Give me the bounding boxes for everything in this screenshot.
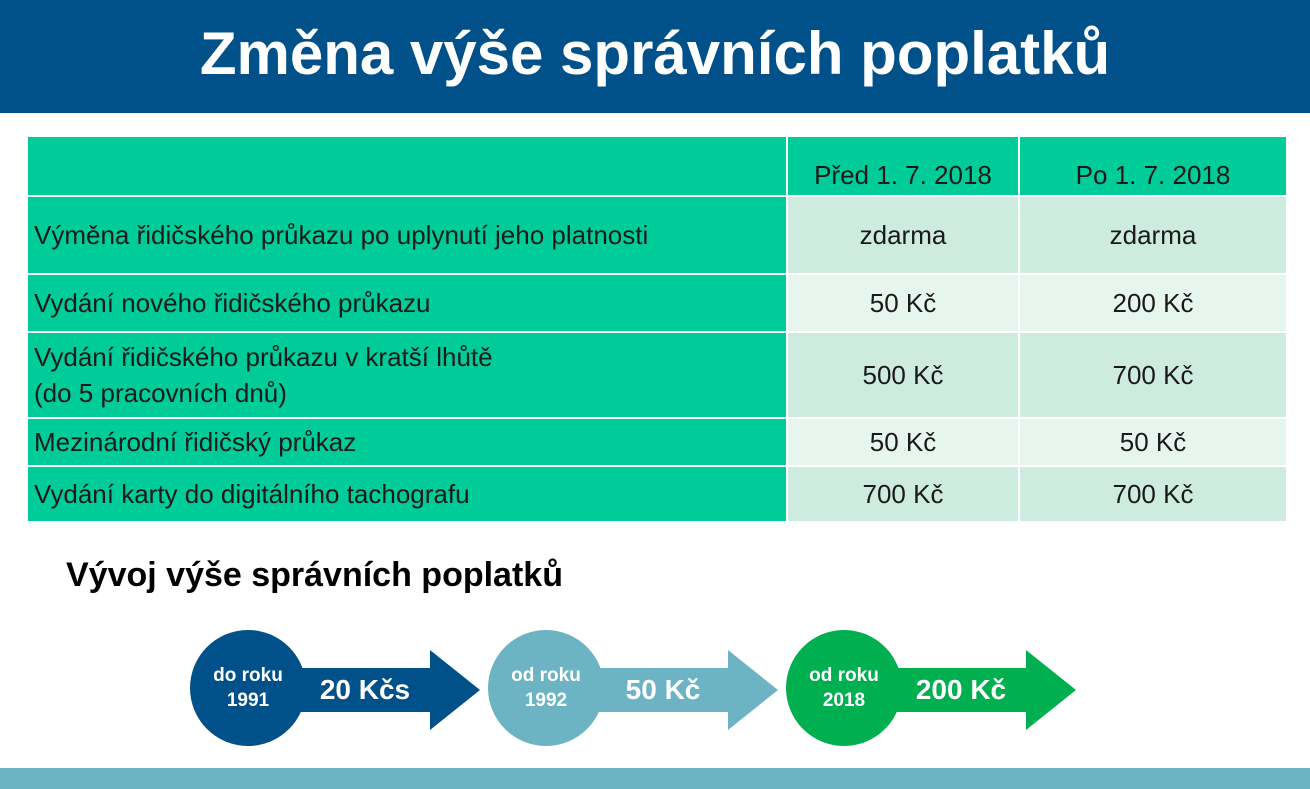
table-row: Vydání řidičského průkazu v kratší lhůtě… xyxy=(26,331,1288,419)
arrow-right-icon xyxy=(548,650,778,730)
fee-value: 50 Kč xyxy=(625,674,701,705)
column-header-after: Po 1. 7. 2018 xyxy=(1018,135,1288,197)
year-value: 1992 xyxy=(524,690,568,711)
fee-after: 700 Kč xyxy=(1018,465,1288,523)
timeline-step-1992: 50 Kč od roku 1992 xyxy=(488,630,778,750)
year-prefix: od roku xyxy=(511,665,581,686)
fee-after: 50 Kč xyxy=(1018,417,1288,467)
fee-table: Před 1. 7. 2018 Po 1. 7. 2018 Výměna řid… xyxy=(26,135,1288,523)
timeline-title: Vývoj výše správních poplatků xyxy=(66,556,563,594)
row-label-text: Výměna řidičského průkazu po uplynutí je… xyxy=(34,220,649,250)
footer-bar xyxy=(0,768,1310,789)
row-label: Vydání nového řidičského průkazu xyxy=(26,273,788,333)
table-header-row: Před 1. 7. 2018 Po 1. 7. 2018 xyxy=(26,135,1288,197)
row-label: Vydání karty do digitálního tachografu xyxy=(26,465,788,523)
table-row: Vydání nového řidičského průkazu 50 Kč 2… xyxy=(26,273,1288,333)
fee-before: 500 Kč xyxy=(786,331,1020,419)
year-circle: od roku 2018 xyxy=(786,630,902,746)
table-row: Vydání karty do digitálního tachografu 7… xyxy=(26,465,1288,523)
year-circle: do roku 1991 xyxy=(190,630,306,746)
table-row: Výměna řidičského průkazu po uplynutí je… xyxy=(26,195,1288,275)
year-value: 1991 xyxy=(226,690,270,711)
arrow-right-icon xyxy=(846,650,1076,730)
row-label-text: Vydání nového řidičského průkazu xyxy=(34,288,431,318)
row-label-note: (do 5 pracovních dnů) xyxy=(34,378,287,408)
column-header-before: Před 1. 7. 2018 xyxy=(786,135,1020,197)
row-label: Vydání řidičského průkazu v kratší lhůtě… xyxy=(26,331,788,419)
row-label-text: Vydání řidičského průkazu v kratší lhůtě xyxy=(34,342,493,372)
fee-before: 700 Kč xyxy=(786,465,1020,523)
timeline-step-1991: 20 Kčs do roku 1991 xyxy=(190,630,480,750)
fee-before: zdarma xyxy=(786,195,1020,275)
page-title: Změna výše správních poplatků xyxy=(199,20,1111,87)
header-banner: Změna výše správních poplatků xyxy=(0,0,1310,113)
arrow-right-icon xyxy=(250,650,480,730)
column-header-empty xyxy=(26,135,788,197)
timeline-step-2018: 200 Kč od roku 2018 xyxy=(786,630,1076,750)
row-label-text: Mezinárodní řidičský průkaz xyxy=(34,427,357,457)
year-prefix: do roku xyxy=(213,665,283,686)
table-row: Mezinárodní řidičský průkaz 50 Kč 50 Kč xyxy=(26,417,1288,467)
year-prefix: od roku xyxy=(809,665,879,686)
fee-timeline: 20 Kčs do roku 1991 50 Kč od roku 1992 2… xyxy=(0,630,1310,750)
year-value: 2018 xyxy=(822,690,866,711)
fee-after: 700 Kč xyxy=(1018,331,1288,419)
row-label: Mezinárodní řidičský průkaz xyxy=(26,417,788,467)
fee-value: 200 Kč xyxy=(915,674,1007,705)
fee-before: 50 Kč xyxy=(786,417,1020,467)
row-label-text: Vydání karty do digitálního tachografu xyxy=(34,479,470,509)
fee-after: zdarma xyxy=(1018,195,1288,275)
fee-after: 200 Kč xyxy=(1018,273,1288,333)
fee-before: 50 Kč xyxy=(786,273,1020,333)
year-circle: od roku 1992 xyxy=(488,630,604,746)
fee-value: 20 Kčs xyxy=(319,674,411,705)
row-label: Výměna řidičského průkazu po uplynutí je… xyxy=(26,195,788,275)
